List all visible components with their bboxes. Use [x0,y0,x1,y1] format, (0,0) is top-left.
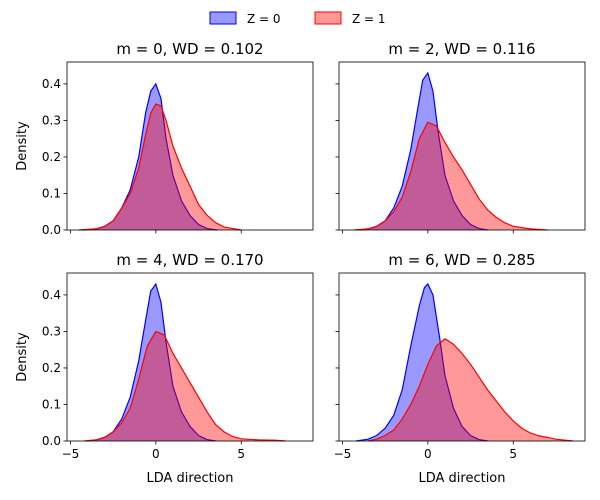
series-line-z1 [78,103,242,231]
x-axis-label: LDA direction [146,471,233,486]
y-tick-label: 0.1 [42,186,61,200]
panel-4: −5 0 5 m = 6, WD = 0.285 LDA direction [334,251,586,486]
x-tick-label: 0 [152,447,160,461]
series-area-z0 [356,283,488,441]
axes-frame [338,61,586,231]
axes-frame [66,61,314,231]
series-line-z1 [367,337,574,442]
y-tick-label: 0.2 [42,361,61,375]
series-line-z1 [354,121,548,231]
panel-1: 0.0 0.1 0.2 0.3 0.4 m = 0, WD = 0.102 Density [15,40,314,237]
legend: Z = 0 Z = 1 [209,11,386,26]
series-area-z1 [368,338,574,441]
y-tick-label: 0.0 [42,223,61,237]
x-tick-label: −5 [334,447,352,461]
x-axis-label: LDA direction [418,471,505,486]
y-axis-label: Density [15,121,30,171]
panel-title: m = 4, WD = 0.170 [116,251,263,269]
panel-3: −5 0 5 0.0 0.1 0.2 0.3 0.4 m = 4, WD = 0.170 LDA … [15,251,314,486]
axes-frame [338,272,586,442]
series-area-z0 [359,72,488,231]
panel-title: m = 2, WD = 0.116 [388,40,535,58]
legend-swatch-z1 [314,11,342,25]
legend-label-z1: Z = 1 [352,12,386,26]
series-area-z0 [87,283,216,441]
series-area-z0 [82,83,218,230]
y-axis-label: Density [15,332,30,382]
series-area-z1 [84,331,286,441]
y-tick-label: 0.1 [42,397,61,411]
legend-swatch-z0 [209,11,237,25]
x-tick-label: 5 [509,447,517,461]
series-line-z1 [84,330,286,442]
series-area-z1 [78,104,242,230]
series-line-z0 [355,282,488,442]
x-tick-label: −5 [62,447,80,461]
panel-2: m = 2, WD = 0.116 [335,40,586,234]
x-tick-label: 5 [237,447,245,461]
y-tick-label: 0.4 [42,77,61,91]
panel-title: m = 0, WD = 0.102 [116,40,263,58]
y-tick-label: 0.3 [42,113,61,127]
x-tick-label: 0 [424,447,432,461]
axes-frame [66,272,314,442]
y-tick-label: 0.2 [42,150,61,164]
panel-title: m = 6, WD = 0.285 [388,251,535,269]
legend-label-z0: Z = 0 [247,12,281,26]
y-tick-label: 0.0 [42,434,61,448]
y-tick-label: 0.4 [42,288,61,302]
y-tick-label: 0.3 [42,324,61,338]
series-area-z1 [354,122,548,230]
